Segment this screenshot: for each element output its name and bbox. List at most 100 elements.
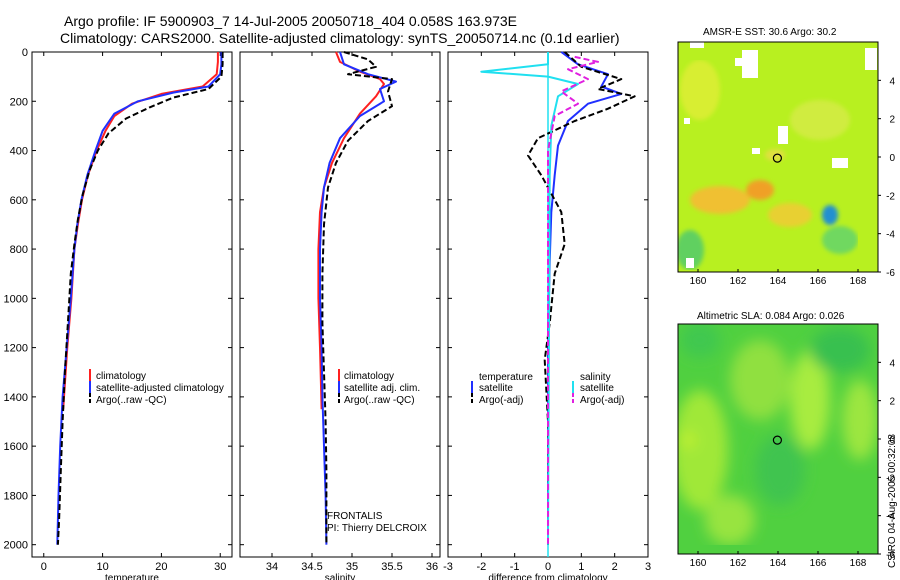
legend-satellite-label: satellite adj. clim. <box>344 383 420 394</box>
map-y-tick-label: -6 <box>886 268 895 279</box>
map-y-tick-label: 4 <box>889 76 895 87</box>
salinity-xlabel: salinity <box>325 573 356 580</box>
sst-map-axes: 160 162 164 166 168 -6 -4 -2 0 2 4 <box>690 76 896 287</box>
map-x-tick-label: 162 <box>730 276 747 287</box>
map-x-tick-label: 162 <box>730 558 747 569</box>
legend-sal-argo-label: Argo(-adj) <box>580 395 624 406</box>
annotation-project: FRONTALIS <box>327 511 383 522</box>
map-y-tick-label: -4 <box>886 512 895 523</box>
sst-missing-patch <box>690 42 704 48</box>
temperature-series-climatology <box>62 52 219 410</box>
map-y-tick-label: 2 <box>889 397 895 408</box>
credit-stamp: CSIRO 04-Aug-2005 00:32:08 <box>887 434 898 568</box>
map-y-tick-label: 0 <box>889 435 895 446</box>
sst-map: AMSR-E SST: 30.6 Argo: 30.2 <box>677 27 896 287</box>
temperature-legend: climatology satellite-adjusted climatolo… <box>89 369 224 406</box>
y-tick-label: 0 <box>22 47 28 59</box>
legend-argo-label: Argo(..raw -QC) <box>344 395 415 406</box>
y-tick-label: 800 <box>10 244 28 256</box>
y-tick-label: 1800 <box>4 490 28 502</box>
sst-blobs <box>678 60 858 270</box>
x-tick-label: 2 <box>612 561 618 573</box>
x-tick-label: 1 <box>578 561 584 573</box>
annotation-pi: PI: Thierry DELCROIX <box>327 523 427 534</box>
map-y-tick-label: -4 <box>886 230 895 241</box>
difference-series-temp_argo <box>527 51 636 545</box>
salinity-series-satellite <box>319 51 397 545</box>
sst-missing-patch <box>865 48 877 70</box>
temperature-series-satellite <box>56 52 223 545</box>
map-y-tick-label: -2 <box>886 191 895 202</box>
legend-salinity-heading: salinity <box>580 372 611 383</box>
sla-map-title: Altimetric SLA: 0.084 Argo: 0.026 <box>697 311 845 322</box>
sst-missing-patch <box>742 50 758 78</box>
y-tick-label: 1000 <box>4 293 28 305</box>
y-tick-label: 2000 <box>4 540 28 552</box>
sst-missing-patch <box>778 126 788 144</box>
x-tick-label: 36 <box>426 561 438 573</box>
legend-sal-satellite-label: satellite <box>580 383 614 394</box>
x-tick-label: 20 <box>155 561 167 573</box>
y-tick-label: 1200 <box>4 343 28 355</box>
y-tick-label: 600 <box>10 195 28 207</box>
legend-climatology-label: climatology <box>96 371 146 382</box>
x-tick-label: 35.5 <box>381 561 402 573</box>
difference-series-sal_satellite <box>480 52 579 545</box>
map-x-tick-label: 168 <box>850 276 867 287</box>
title-line-1: Argo profile: IF 5900903_7 14-Jul-2005 2… <box>64 13 517 29</box>
map-y-tick-label: -6 <box>886 550 895 561</box>
salinity-series-climatology <box>317 51 385 410</box>
difference-series-temp_satellite <box>547 51 623 545</box>
salinity-annotation: FRONTALIS PI: Thierry DELCROIX <box>327 511 427 534</box>
x-tick-label: 10 <box>96 561 108 573</box>
difference-series-sal_argo <box>547 55 599 545</box>
map-x-tick-label: 166 <box>810 276 827 287</box>
map-x-tick-label: 160 <box>690 276 707 287</box>
y-tick-label: 1600 <box>4 441 28 453</box>
sla-blobs <box>678 324 878 545</box>
x-tick-label: 0 <box>41 561 47 573</box>
y-tick-label: 400 <box>10 146 28 158</box>
salinity-series-argo <box>321 51 393 545</box>
difference-legend: temperature satellite Argo(-adj) salinit… <box>471 372 624 406</box>
map-x-tick-label: 160 <box>690 558 707 569</box>
sst-map-title: AMSR-E SST: 30.6 Argo: 30.2 <box>703 27 837 38</box>
y-tick-label: 200 <box>10 96 28 108</box>
x-tick-label: -1 <box>510 561 520 573</box>
map-y-tick-label: 4 <box>889 358 895 369</box>
x-tick-label: 35 <box>346 561 358 573</box>
sst-argo-marker <box>772 153 783 163</box>
map-y-tick-label: -2 <box>886 473 895 484</box>
sla-map-axes: 160 162 164 166 168 -6 -4 -2 0 2 4 <box>690 358 896 569</box>
legend-temp-argo-label: Argo(-adj) <box>479 395 523 406</box>
x-tick-label: -2 <box>476 561 486 573</box>
map-x-tick-label: 166 <box>810 558 827 569</box>
temperature-xlabel: temperature <box>105 573 159 580</box>
sst-missing-patch <box>684 118 690 124</box>
y-tick-label: 1400 <box>4 392 28 404</box>
salinity-legend: climatology satellite adj. clim. Argo(..… <box>338 369 420 406</box>
legend-temp-satellite-label: satellite <box>479 383 513 394</box>
x-tick-label: -3 <box>443 561 453 573</box>
x-tick-label: 3 <box>645 561 651 573</box>
panel-difference: -3 -2 -1 0 1 2 3 difference from climatology <box>443 51 651 580</box>
sla-argo-marker <box>772 435 783 445</box>
map-x-tick-label: 164 <box>770 558 787 569</box>
x-tick-label: 34 <box>266 561 278 573</box>
sst-missing-patch <box>832 158 848 168</box>
legend-temperature-heading: temperature <box>479 372 533 383</box>
x-tick-label: 34.5 <box>301 561 322 573</box>
panel-salinity: 34 34.5 35 35.5 36 salinity <box>239 51 441 580</box>
sst-missing-patch <box>686 258 694 268</box>
x-tick-label: 30 <box>214 561 226 573</box>
map-y-tick-label: 0 <box>889 153 895 164</box>
map-y-tick-label: 2 <box>889 115 895 126</box>
temperature-frame <box>31 51 233 558</box>
sst-missing-patch <box>735 58 745 66</box>
legend-satellite-label: satellite-adjusted climatology <box>96 383 224 394</box>
temperature-series-argo <box>56 52 224 545</box>
sst-missing-patch <box>752 148 760 154</box>
salinity-frame <box>239 51 441 558</box>
legend-climatology-label: climatology <box>344 371 394 382</box>
